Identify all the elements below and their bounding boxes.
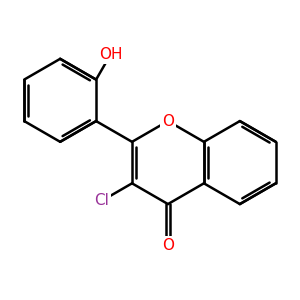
Text: OH: OH (99, 47, 122, 62)
Text: Cl: Cl (94, 194, 109, 208)
Text: O: O (162, 238, 174, 253)
Text: O: O (162, 114, 174, 129)
